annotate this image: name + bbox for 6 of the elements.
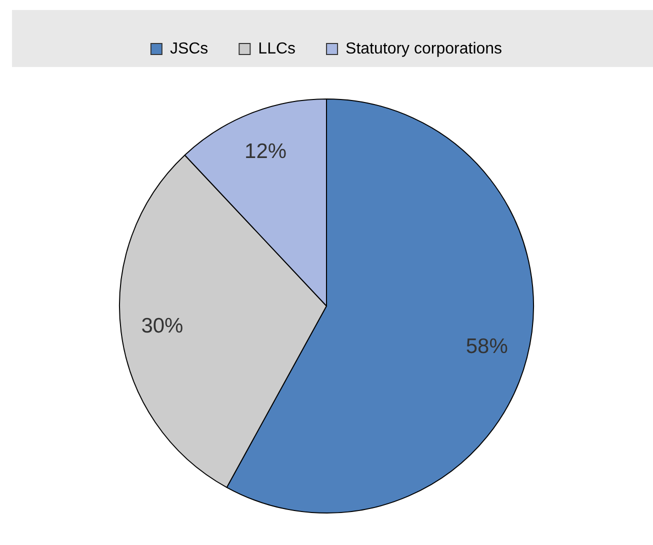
legend-label: JSCs: [170, 40, 208, 58]
legend-label: Statutory corporations: [346, 40, 502, 58]
legend-label: LLCs: [258, 40, 296, 58]
data-label: 58%: [466, 334, 508, 358]
data-label: 30%: [141, 314, 184, 338]
data-label: 12%: [244, 140, 287, 163]
